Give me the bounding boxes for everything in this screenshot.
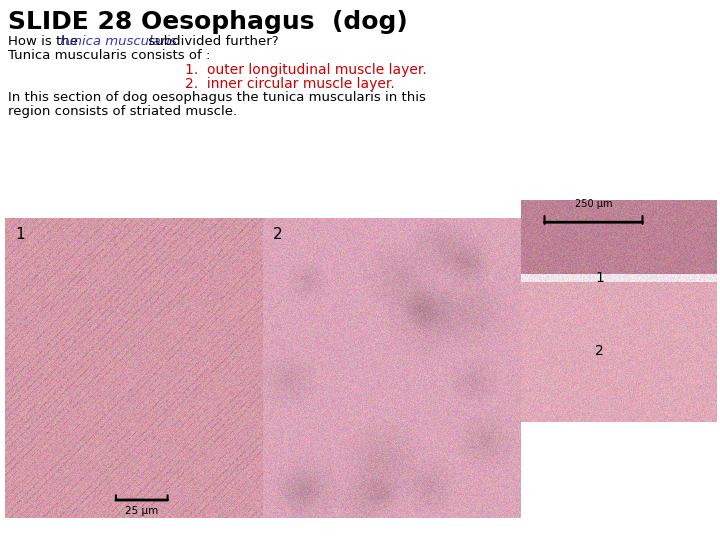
Text: 250 μm: 250 μm	[575, 199, 612, 209]
Text: How is the: How is the	[8, 35, 82, 48]
Text: 1: 1	[15, 227, 25, 242]
Text: 2.  inner circular muscle layer.: 2. inner circular muscle layer.	[185, 77, 395, 91]
Text: subdivided further?: subdivided further?	[144, 35, 279, 48]
Text: 25 μm: 25 μm	[125, 506, 158, 516]
Text: region consists of striated muscle.: region consists of striated muscle.	[8, 105, 237, 118]
Text: 1: 1	[595, 271, 604, 285]
Text: 2: 2	[595, 345, 604, 359]
Text: Tunica muscularis consists of :: Tunica muscularis consists of :	[8, 49, 210, 62]
Text: 2: 2	[274, 227, 283, 242]
Text: SLIDE 28 Oesophagus  (dog): SLIDE 28 Oesophagus (dog)	[8, 10, 408, 34]
Text: 1.  outer longitudinal muscle layer.: 1. outer longitudinal muscle layer.	[185, 63, 427, 77]
Text: In this section of dog oesophagus the tunica muscularis in this: In this section of dog oesophagus the tu…	[8, 91, 426, 104]
Text: tunica muscularis: tunica muscularis	[60, 35, 176, 48]
